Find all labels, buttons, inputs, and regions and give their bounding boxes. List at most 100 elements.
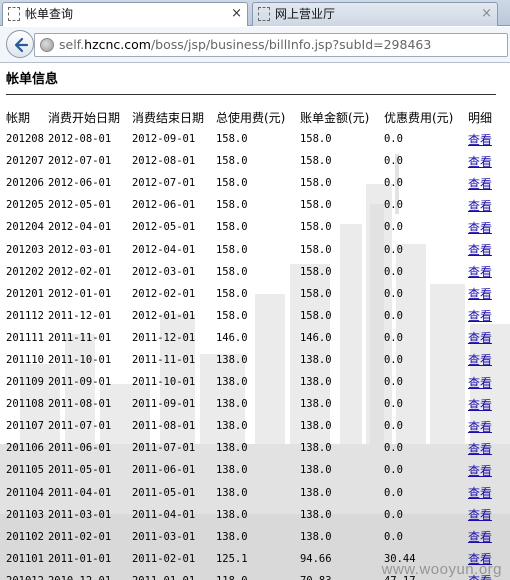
cell-total-fee: 138.0 — [215, 464, 248, 477]
cell-period: 201102 — [6, 530, 44, 543]
view-details-link[interactable]: 查看 — [468, 574, 492, 580]
tab-online-hall[interactable]: 网上营业厅 × — [252, 2, 498, 26]
view-details-link[interactable]: 查看 — [467, 486, 492, 501]
cell-discount: 0.0 — [383, 486, 403, 499]
view-details-link[interactable]: 查看 — [467, 508, 492, 523]
cell-period: 201109 — [6, 376, 44, 389]
page-icon — [8, 7, 20, 21]
cell-total-fee: 158.0 — [215, 309, 248, 322]
view-details-link[interactable]: 查看 — [467, 154, 492, 169]
divider — [6, 94, 496, 95]
view-details-link[interactable]: 查看 — [467, 265, 492, 280]
cell-discount: 0.0 — [383, 508, 403, 521]
cell-bill-amount: 138.0 — [299, 508, 332, 521]
cell-end-date: 2012-04-01 — [131, 243, 196, 256]
cell-discount: 0.0 — [383, 442, 403, 455]
cell-total-fee: 158.0 — [215, 133, 248, 146]
cell-period: 201203 — [6, 243, 44, 256]
cell-details: 查看 — [466, 482, 494, 504]
cell-total-fee: 125.1 — [215, 552, 248, 565]
cell-bill-amount: 158.0 — [299, 265, 332, 278]
cell-period: 201207 — [6, 155, 44, 168]
cell-total-fee: 158.0 — [215, 155, 248, 168]
cell-details: 查看 — [466, 371, 494, 393]
url-prefix: self. — [59, 37, 85, 52]
cell-bill-amount: 138.0 — [299, 486, 332, 499]
cell-details: 查看 — [466, 415, 494, 437]
cell-bill-amount: 138.0 — [299, 442, 332, 455]
view-details-link[interactable]: 查看 — [467, 287, 492, 302]
table-row: 201208 2012-08-01 2012-09-01 158.0 158.0 0.0 查… — [4, 128, 494, 150]
cell-bill-amount: 158.0 — [299, 287, 332, 300]
cell-total-fee: 138.0 — [215, 442, 248, 455]
cell-end-date: 2011-05-01 — [131, 486, 196, 499]
view-details-link[interactable]: 查看 — [467, 530, 492, 545]
cell-period: 201107 — [6, 420, 44, 433]
header-discount: 优惠费用(元) — [383, 110, 454, 125]
cell-end-date: 2011-10-01 — [131, 376, 196, 389]
view-details-link[interactable]: 查看 — [467, 176, 492, 191]
cell-total-fee: 138.0 — [215, 353, 248, 366]
cell-details: 查看 — [466, 504, 494, 526]
cell-discount: 0.0 — [383, 353, 403, 366]
view-details-link[interactable]: 查看 — [467, 397, 492, 412]
cell-bill-amount: 158.0 — [299, 221, 332, 234]
view-details-link[interactable]: 查看 — [467, 552, 492, 567]
cell-period: 201208 — [6, 133, 44, 146]
table-row: 201206 2012-06-01 2012-07-01 158.0 158.0 0.0 查… — [4, 172, 494, 194]
cell-end-date: 2011-06-01 — [131, 464, 196, 477]
table-row: 201204 2012-04-01 2012-05-01 158.0 158.0 0.0 查… — [4, 216, 494, 238]
view-details-link[interactable]: 查看 — [467, 375, 492, 390]
cell-period: 201108 — [6, 398, 44, 411]
cell-period: 201105 — [6, 464, 44, 477]
view-details-link[interactable]: 查看 — [467, 243, 492, 258]
cell-discount: 0.0 — [383, 155, 403, 168]
table-row: 201103 2011-03-01 2011-04-01 138.0 138.0 0.0 查… — [4, 504, 494, 526]
view-details-link[interactable]: 查看 — [467, 220, 492, 235]
tab-label: 网上营业厅 — [275, 7, 336, 21]
view-details-link[interactable]: 查看 — [467, 353, 492, 368]
cell-period: 201202 — [6, 265, 44, 278]
cell-end-date: 2011-02-01 — [131, 552, 196, 565]
table-row: 201101 2011-01-01 2011-02-01 125.1 94.66 30.4… — [4, 548, 494, 570]
view-details-link[interactable]: 查看 — [467, 441, 492, 456]
cell-period: 201103 — [6, 508, 44, 521]
cell-discount: 47.17 — [382, 570, 466, 580]
cell-bill-amount: 158.0 — [299, 309, 332, 322]
cell-total-fee: 138.0 — [215, 420, 248, 433]
table-row: 201105 2011-05-01 2011-06-01 138.0 138.0 0.0 查… — [4, 459, 494, 481]
view-details-link[interactable]: 查看 — [467, 463, 492, 478]
cell-bill-amount: 158.0 — [299, 155, 332, 168]
tab-bill-query[interactable]: 帐单查询 × — [2, 2, 248, 26]
view-details-link[interactable]: 查看 — [467, 132, 492, 147]
cell-details: 查看 — [466, 327, 494, 349]
view-details-link[interactable]: 查看 — [467, 331, 492, 346]
table-row: 201207 2012-07-01 2012-08-01 158.0 158.0 0.0 查… — [4, 150, 494, 172]
cell-end-date: 2011-01-01 — [130, 570, 214, 580]
cell-start-date: 2011-11-01 — [47, 331, 112, 344]
table-row: 201107 2011-07-01 2011-08-01 138.0 138.0 0.0 查… — [4, 415, 494, 437]
table-row: 201106 2011-06-01 2011-07-01 138.0 138.0 0.0 查… — [4, 437, 494, 459]
cell-discount: 30.44 — [383, 552, 416, 565]
back-button[interactable] — [6, 30, 34, 58]
cell-discount: 0.0 — [383, 530, 403, 543]
header-period: 帐期 — [6, 110, 31, 125]
address-bar[interactable]: self.hzcnc.com/boss/jsp/business/billInf… — [34, 33, 508, 57]
view-details-link[interactable]: 查看 — [467, 419, 492, 434]
cell-bill-amount: 158.0 — [299, 177, 332, 190]
cell-details: 查看 — [466, 283, 494, 305]
page-title: 帐单信息 — [6, 72, 59, 87]
cell-end-date: 2012-07-01 — [131, 177, 196, 190]
cell-details: 查看 — [466, 194, 494, 216]
close-icon[interactable]: × — [231, 6, 242, 21]
city-skyline-background — [0, 154, 510, 580]
view-details-link[interactable]: 查看 — [467, 198, 492, 213]
close-icon[interactable]: × — [481, 6, 492, 21]
watermark: www.wooyun.org — [381, 561, 502, 578]
cell-start-date: 2012-04-01 — [47, 221, 112, 234]
table-row: 201109 2011-09-01 2011-10-01 138.0 138.0 0.0 查… — [4, 371, 494, 393]
cell-details: 查看 — [466, 216, 494, 238]
back-arrow-icon — [14, 37, 29, 53]
cell-discount: 0.0 — [383, 221, 403, 234]
view-details-link[interactable]: 查看 — [467, 309, 492, 324]
